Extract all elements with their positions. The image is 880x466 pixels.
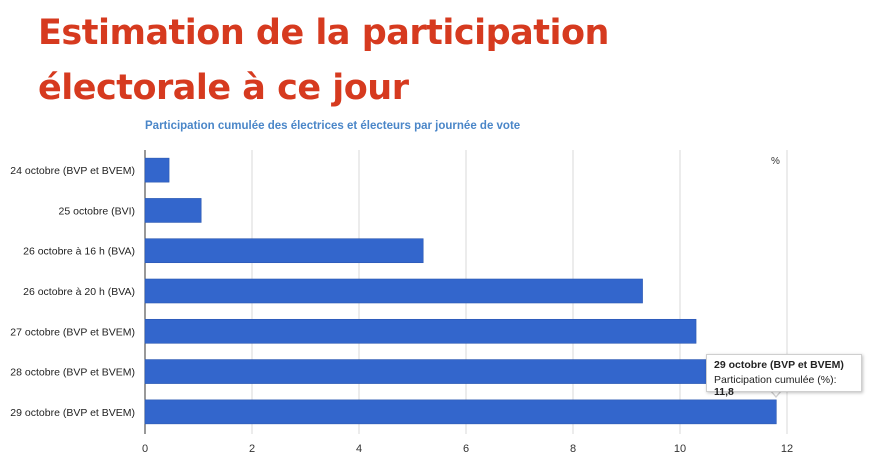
bar-6 <box>144 359 745 384</box>
y-category-label-1: 24 octobre (BVP et BVEM) <box>10 165 135 177</box>
bar-3 <box>144 238 424 264</box>
page-title-line-2: électorale à ce jour <box>38 68 409 108</box>
x-tick-label-2: 2 <box>249 443 255 455</box>
x-tick-label-0: 0 <box>142 443 148 455</box>
y-category-label-3: 26 octobre à 16 h (BVA) <box>23 246 135 258</box>
bar-4 <box>144 278 643 304</box>
y-category-label-6: 28 octobre (BVP et BVEM) <box>10 367 135 379</box>
y-category-label-7: 29 octobre (BVP et BVEM) <box>10 407 135 419</box>
page-title: Estimation de la participation électoral… <box>38 6 609 116</box>
tooltip-value: 11,8 <box>714 386 734 398</box>
chart-tooltip: 29 octobre (BVP et BVEM) Participation c… <box>706 354 862 398</box>
chart-title: Participation cumulée des électrices et … <box>145 120 521 132</box>
y-category-label-5: 27 octobre (BVP et BVEM) <box>10 326 135 338</box>
y-category-label-4: 26 octobre à 20 h (BVA) <box>23 286 135 298</box>
page-title-line-1: Estimation de la participation <box>38 13 609 53</box>
x-tick-label-12: 12 <box>781 443 793 455</box>
unit-label: % <box>771 156 780 167</box>
x-tick-label-8: 8 <box>570 443 576 455</box>
tooltip-label: Participation cumulée (%): <box>714 374 837 386</box>
x-tick-label-10: 10 <box>674 443 686 455</box>
bar-7 <box>144 399 777 425</box>
bar-5 <box>144 318 697 344</box>
bar-2 <box>144 198 202 223</box>
y-category-label-2: 25 octobre (BVI) <box>59 205 135 217</box>
x-tick-label-6: 6 <box>463 443 469 455</box>
x-tick-label-4: 4 <box>356 443 362 455</box>
tooltip-pointer-inner <box>771 390 781 396</box>
tooltip-title: 29 octobre (BVP et BVEM) <box>714 359 844 371</box>
bar-1 <box>144 157 170 183</box>
